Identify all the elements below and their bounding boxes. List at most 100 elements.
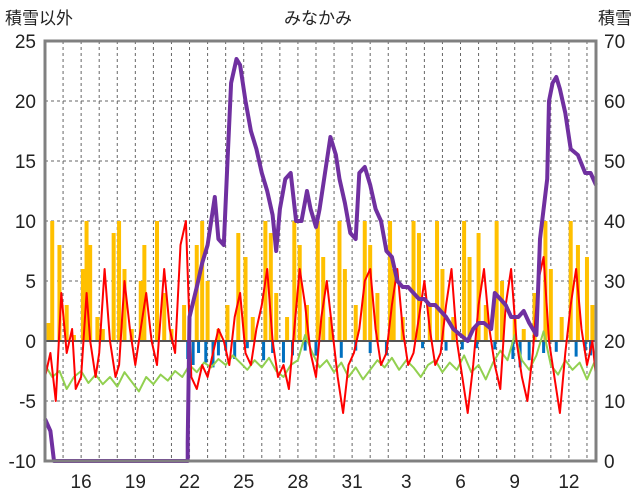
gridlines [44,40,596,462]
x-tick-label: 22 [179,472,200,493]
left-y-tick-label: 0 [25,332,36,353]
precip-bar [274,293,279,341]
precip-bar [88,245,93,341]
x-tick-label: 19 [125,472,146,493]
precip-bar [568,221,573,341]
sunshine-bar [511,341,515,359]
precip-bar [200,221,205,341]
sunshine-bar [574,341,578,357]
sunshine-bar [583,341,587,351]
precip-bar [388,221,393,341]
left-y-tick-label: 25 [15,32,36,53]
precip-bar [64,305,69,341]
sunshine-bar [475,341,479,349]
precip-bar [71,335,76,341]
sunshine-bar [421,341,425,349]
sunshine-bar [245,341,249,349]
precip-bar [155,221,160,341]
sunshine-bar [339,341,343,358]
precip-bar [411,221,416,341]
right-axis-title: 積雪 [598,9,632,29]
precip-bar [57,245,62,341]
chart-title: みなかみ [284,9,352,29]
right-y-tick-label: 30 [604,272,625,293]
precip-bar [440,269,445,341]
precip-bar [268,233,273,341]
sunshine-bar [314,341,318,356]
precip-bar [182,305,187,341]
precip-bar [243,257,248,341]
left-y-tick-label: 5 [25,272,36,293]
precip-bar [80,269,85,341]
precip-bar [285,317,290,341]
x-tick-label: 25 [233,472,254,493]
x-tick-label: 3 [401,472,412,493]
precip-bar [138,281,143,341]
sunshine-bar [281,341,285,363]
x-tick-label: 9 [509,472,520,493]
precip-bar [435,221,440,341]
left-y-tick-label: 20 [15,92,36,113]
precip-bar [500,281,505,341]
precip-bar [584,257,589,341]
precip-bar [292,221,297,341]
precip-bar [117,221,122,341]
precip-bar [297,245,302,341]
x-tick-label: 12 [558,472,579,493]
precip-bar [250,317,255,341]
plot-marks [43,57,598,463]
sunshine-bar [262,341,266,361]
temperature-line [44,220,597,414]
snow-depth-line [43,57,598,463]
x-tick-label: 16 [71,472,92,493]
precip-bar [100,329,105,341]
precip-bar [225,305,230,341]
sunshine-bar [197,341,201,353]
sunshine-bar [191,341,195,365]
sunshine-bar [542,341,546,353]
precip-bar [46,323,51,341]
precip-bar [342,269,347,341]
right-y-tick-label: 20 [604,332,625,353]
precip-bar [521,329,526,341]
x-tick-label: 6 [455,472,466,493]
sunshine-bar [368,341,372,353]
precip-bar [315,221,320,341]
right-y-tick-label: 40 [604,212,625,233]
precip-bar [50,221,55,341]
left-y-tick-label: -5 [19,392,36,413]
sunshine-bar [527,341,531,361]
precip-bar [467,257,472,341]
precip-bar [337,221,342,341]
precip-bar [368,245,373,341]
precip-bar [162,293,167,341]
left-y-tick-label: 10 [15,212,36,233]
precip-bar [494,221,499,341]
precip-bar [416,233,421,341]
precip-bar [95,317,100,341]
x-tick-label: 28 [287,472,308,493]
precip-bar [142,245,147,341]
precip-bar [559,317,564,341]
plot-frame [43,39,598,463]
left-y-tick-label: -10 [9,452,36,473]
precip-bar [462,221,467,341]
precip-bar [84,221,89,341]
precip-bar [590,305,595,341]
sunshine-bar [233,341,237,359]
right-y-tick-label: 70 [604,32,625,53]
sunshine-bar [216,341,220,356]
left-axis-title: 積雪以外 [5,9,73,29]
left-y-tick-label: 15 [15,152,36,173]
precip-bar [236,233,241,341]
precip-bar [353,305,358,341]
x-tick-label: 31 [342,472,363,493]
precip-bar [391,269,396,341]
sunshine-bar [204,341,208,363]
sunshine-bar [493,341,497,350]
sunshine-bar [554,341,558,352]
precip-bar [111,233,116,341]
right-y-tick-label: 0 [604,452,615,473]
